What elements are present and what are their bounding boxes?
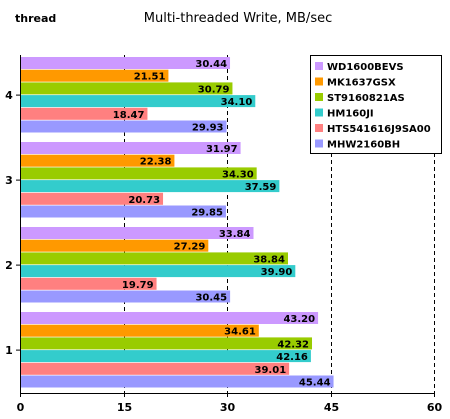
legend-swatch	[315, 62, 323, 70]
bar	[20, 324, 259, 337]
data-label: 33.84	[219, 229, 251, 240]
data-label: 34.30	[222, 169, 254, 180]
bar	[20, 142, 241, 154]
bar	[20, 192, 164, 205]
bar	[20, 95, 256, 108]
bar	[20, 337, 313, 350]
bar	[20, 154, 175, 167]
x-tick-label: 15	[117, 401, 132, 414]
data-label: 39.90	[261, 267, 293, 278]
x-tick-label: 45	[324, 401, 339, 414]
bar	[20, 350, 311, 363]
legend-label: HTS541616J9SA00	[327, 124, 431, 135]
data-label: 29.85	[191, 208, 223, 219]
data-label: 45.44	[299, 378, 331, 389]
x-tick-label: 60	[427, 401, 443, 414]
legend-label: HM160JI	[327, 109, 374, 120]
bar	[20, 227, 254, 239]
data-label: 43.20	[283, 314, 315, 325]
bar	[20, 107, 148, 120]
chart-title: Multi-threaded Write, MB/sec	[144, 11, 332, 26]
data-label: 30.44	[195, 59, 227, 70]
bar	[20, 312, 319, 324]
bars	[20, 57, 334, 388]
y-tick-label: 1	[5, 344, 13, 357]
bar	[20, 82, 233, 95]
data-label: 21.51	[134, 72, 166, 83]
legend-box	[310, 55, 442, 154]
tick-labels: 4 3 2 1 0 15 30 45 60	[5, 89, 442, 414]
bar	[20, 375, 334, 388]
legend-label: WD1600BEVS	[327, 62, 404, 73]
bar	[20, 69, 169, 82]
data-labels: 30.44 21.51 30.79 34.10 18.47 29.93 31.97 22.38…	[113, 59, 331, 389]
data-label: 34.10	[221, 97, 253, 108]
data-label: 29.93	[192, 123, 224, 134]
legend-label: MHW2160BH	[327, 140, 400, 151]
data-label: 39.01	[255, 365, 287, 376]
legend-swatch	[315, 124, 323, 132]
y-tick-label: 3	[5, 174, 13, 187]
legend-swatch	[315, 108, 323, 117]
bar	[20, 239, 209, 252]
legend-swatch	[315, 93, 323, 101]
legend-swatch	[315, 139, 323, 148]
x-tick-label: 30	[220, 401, 236, 414]
y-tick-label: 2	[5, 259, 13, 272]
bar	[20, 167, 257, 180]
data-label: 31.97	[206, 144, 238, 155]
y-tick-label: 4	[5, 89, 13, 102]
bar	[20, 290, 231, 303]
legend-swatch	[315, 77, 323, 86]
bar	[20, 180, 280, 193]
bar	[20, 57, 231, 69]
data-label: 19.79	[122, 280, 154, 291]
data-label: 37.59	[245, 182, 277, 193]
data-label: 42.16	[276, 352, 308, 363]
bar	[20, 252, 288, 265]
bar	[20, 120, 227, 133]
data-label: 27.29	[174, 242, 206, 253]
legend: WD1600BEVS MK1637GSX ST9160821AS HM160JI HTS…	[310, 55, 442, 154]
data-label: 38.84	[253, 254, 285, 265]
data-label: 20.73	[128, 195, 160, 206]
data-label: 22.38	[140, 157, 172, 168]
data-label: 30.45	[195, 293, 227, 304]
bar	[20, 205, 226, 218]
bar	[20, 265, 296, 278]
data-label: 30.79	[198, 84, 230, 95]
legend-label: ST9160821AS	[327, 93, 405, 104]
bar	[20, 277, 157, 290]
data-label: 18.47	[113, 110, 145, 121]
legend-label: MK1637GSX	[327, 78, 396, 89]
data-label: 42.32	[277, 339, 309, 350]
data-label: 34.61	[224, 327, 256, 338]
y-axis-label: thread	[15, 12, 56, 25]
bar	[20, 362, 290, 375]
x-tick-label: 0	[17, 401, 25, 414]
